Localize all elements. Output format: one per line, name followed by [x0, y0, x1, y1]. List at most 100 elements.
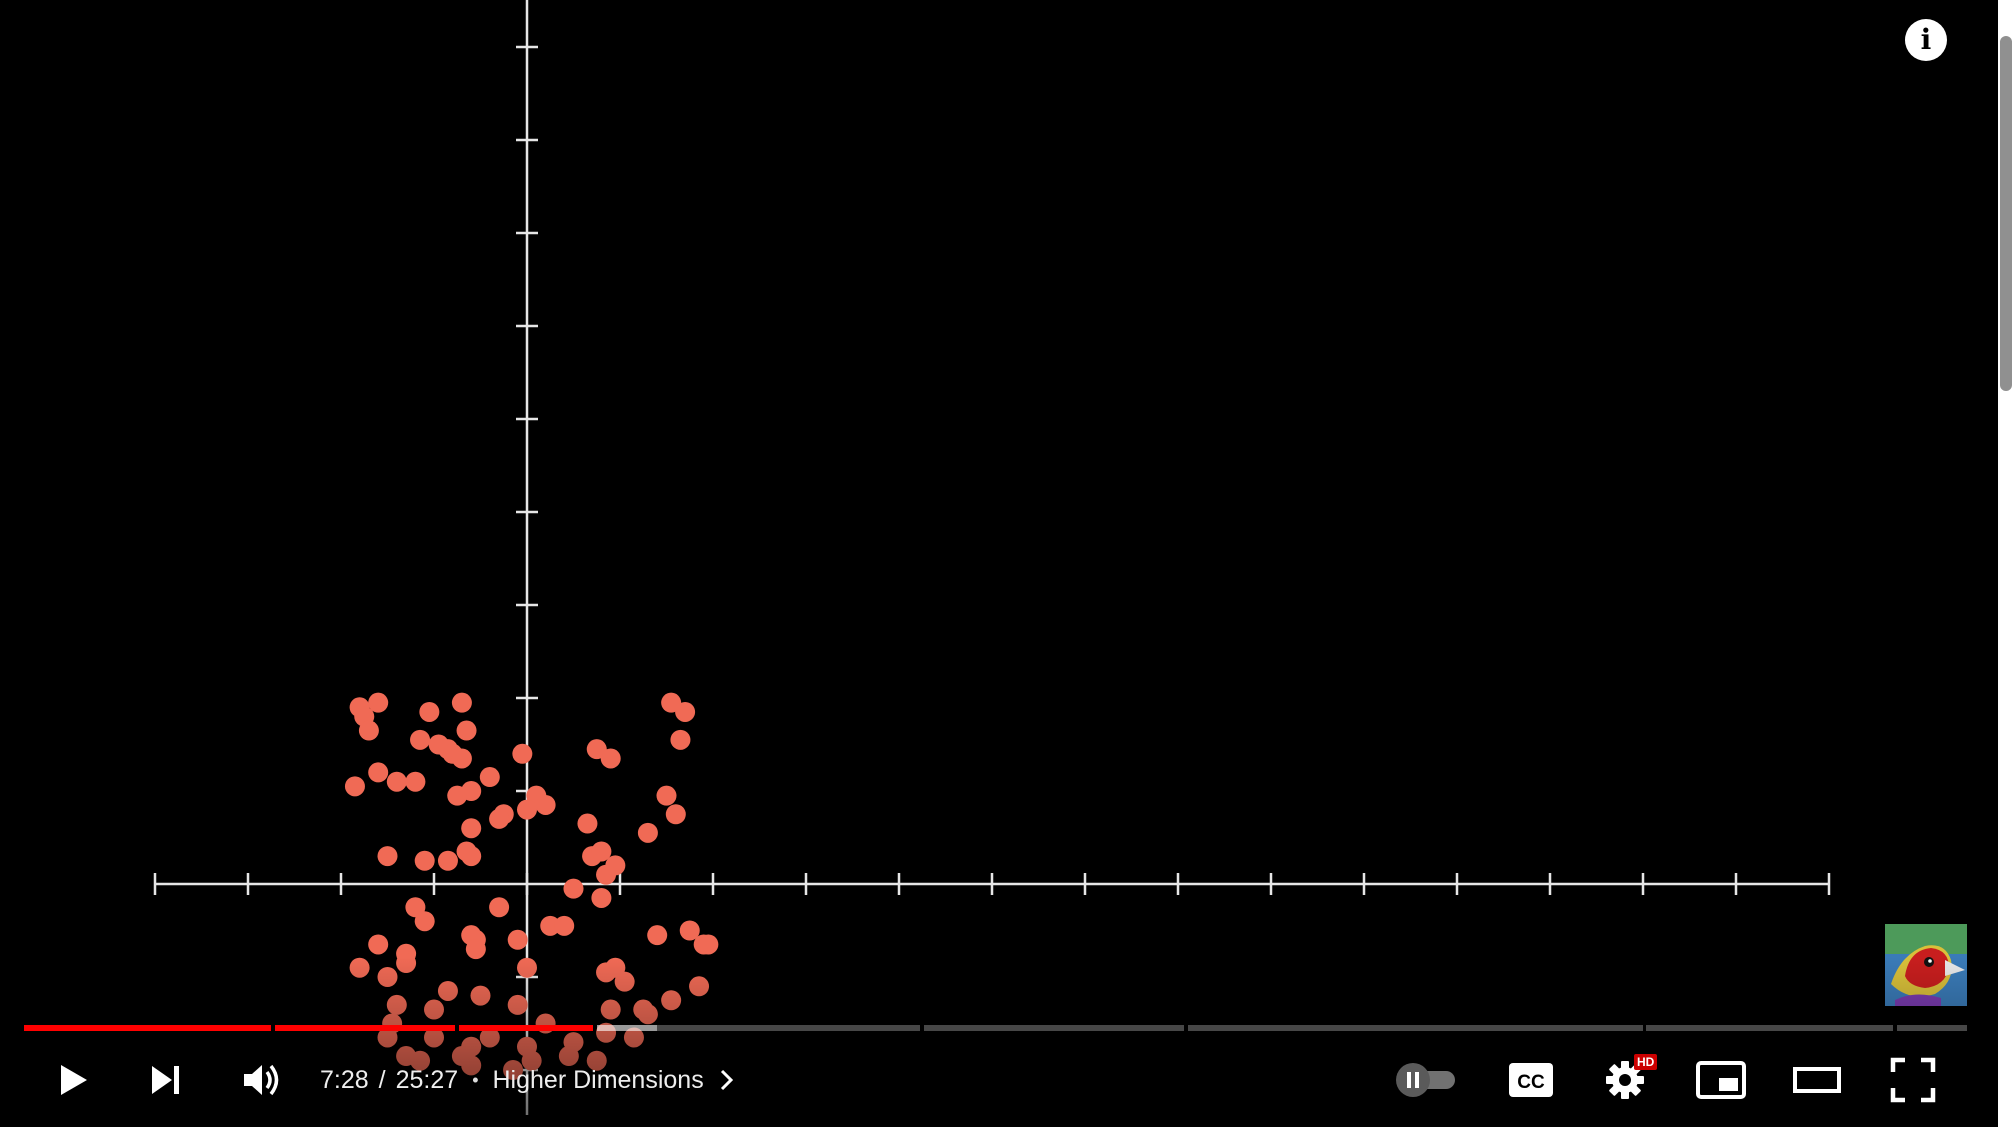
buffered-fill	[597, 1025, 658, 1031]
scatter-point	[698, 934, 719, 955]
scatter-point	[405, 771, 426, 792]
scatter-point	[600, 999, 621, 1020]
chapter-title: Higher Dimensions	[492, 1065, 704, 1094]
scatter-point	[591, 841, 612, 862]
scatter-point	[679, 920, 700, 941]
scatter-point	[437, 850, 458, 871]
scatter-point	[614, 971, 635, 992]
scatter-point	[540, 915, 561, 936]
chapter-segment[interactable]	[923, 1025, 1184, 1031]
scatter-point	[563, 878, 584, 899]
miniplayer-button[interactable]	[1684, 1045, 1758, 1115]
scatter-point	[465, 939, 486, 960]
chapter-segment[interactable]	[1646, 1025, 1894, 1031]
info-icon: i	[1920, 23, 1932, 56]
scatter-point	[689, 976, 710, 997]
autoplay-toggle-icon	[1396, 1063, 1455, 1097]
scatter-point	[470, 985, 491, 1006]
scatter-point	[344, 776, 365, 797]
fullscreen-icon	[1890, 1057, 1936, 1103]
chapter-segment[interactable]	[1187, 1025, 1643, 1031]
scatter-point	[647, 925, 668, 946]
chapter-segment[interactable]	[597, 1025, 920, 1031]
scatter-point	[670, 729, 691, 750]
scatter-point	[517, 957, 537, 978]
scatter-point	[456, 720, 477, 741]
scatter-point	[517, 799, 537, 820]
next-button[interactable]	[134, 1045, 198, 1115]
time-display: 7:28 / 25:27 • Higher Dimensions	[320, 1045, 738, 1115]
scatter-point	[600, 748, 621, 769]
scatter-point	[386, 771, 407, 792]
scatter-point	[437, 980, 458, 1001]
scatter-point	[377, 967, 398, 987]
scatter-point	[507, 929, 528, 950]
duration: 25:27	[395, 1065, 459, 1094]
scatter-point	[577, 813, 598, 834]
scatter-point	[489, 808, 510, 829]
info-button[interactable]: i	[1905, 19, 1947, 61]
scatter-point	[489, 897, 510, 918]
cc-label: CC	[1517, 1072, 1545, 1093]
miniplayer-icon	[1696, 1061, 1746, 1099]
chapter-segment[interactable]	[459, 1025, 594, 1031]
play-button[interactable]	[40, 1045, 104, 1115]
current-time: 7:28	[320, 1065, 369, 1094]
volume-icon	[244, 1064, 279, 1096]
chapter-segment[interactable]	[24, 1025, 271, 1031]
scatter-point	[414, 850, 435, 871]
scatter-point	[396, 953, 417, 974]
scatter-point	[456, 841, 477, 862]
time-separator: /	[378, 1065, 386, 1094]
scatter-point	[675, 701, 696, 722]
hd-badge: HD	[1634, 1054, 1658, 1070]
played-fill	[24, 1025, 271, 1031]
scrollbar-thumb[interactable]	[2000, 36, 2012, 391]
scatter-point	[386, 994, 407, 1015]
chapter-segment[interactable]	[274, 1025, 456, 1031]
pi-creature-logo-icon	[1885, 924, 1967, 1006]
chapter-bullet: •	[472, 1069, 479, 1090]
scatter-point	[535, 794, 556, 815]
control-bar: 7:28 / 25:27 • Higher Dimensions CC	[0, 1045, 1998, 1115]
played-fill	[459, 1025, 594, 1031]
scatter-point	[656, 785, 677, 806]
play-icon	[61, 1065, 87, 1095]
scatter-point	[451, 748, 472, 769]
scatter-point	[461, 781, 482, 801]
scatter-point	[591, 887, 612, 908]
scatter-point	[596, 864, 617, 885]
fullscreen-button[interactable]	[1876, 1045, 1950, 1115]
scatter-point	[377, 846, 398, 867]
scatter-point	[358, 720, 379, 741]
scatter-point	[368, 762, 389, 783]
captions-button[interactable]: CC	[1496, 1045, 1566, 1115]
scatter-point	[349, 957, 370, 978]
scatter-point	[368, 692, 389, 713]
progress-bar[interactable]	[24, 1022, 1967, 1032]
chapter-title-button[interactable]: Higher Dimensions	[493, 1066, 738, 1095]
theater-mode-button[interactable]	[1780, 1045, 1854, 1115]
scatter-point	[424, 999, 444, 1020]
page-scrollbar[interactable]	[1998, 0, 2014, 1133]
chapter-segment[interactable]	[1897, 1025, 1967, 1031]
autoplay-toggle[interactable]	[1386, 1045, 1466, 1115]
theater-mode-icon	[1793, 1067, 1841, 1093]
volume-button[interactable]	[230, 1045, 294, 1115]
scatter-point	[410, 729, 431, 750]
scatter-point	[507, 994, 528, 1015]
scatter-point	[637, 822, 658, 843]
scatter-point	[451, 692, 472, 713]
cc-icon: CC	[1509, 1063, 1553, 1097]
scatter-point	[665, 804, 686, 825]
played-fill	[274, 1025, 456, 1031]
chevron-right-icon	[720, 1069, 733, 1091]
scatter-point	[479, 767, 500, 788]
scatter-point	[414, 911, 435, 932]
scatter-point	[461, 818, 482, 839]
scatter-point	[368, 934, 389, 955]
channel-watermark[interactable]	[1885, 924, 1967, 1006]
scatter-point	[661, 990, 682, 1011]
scatter-point	[419, 701, 440, 722]
